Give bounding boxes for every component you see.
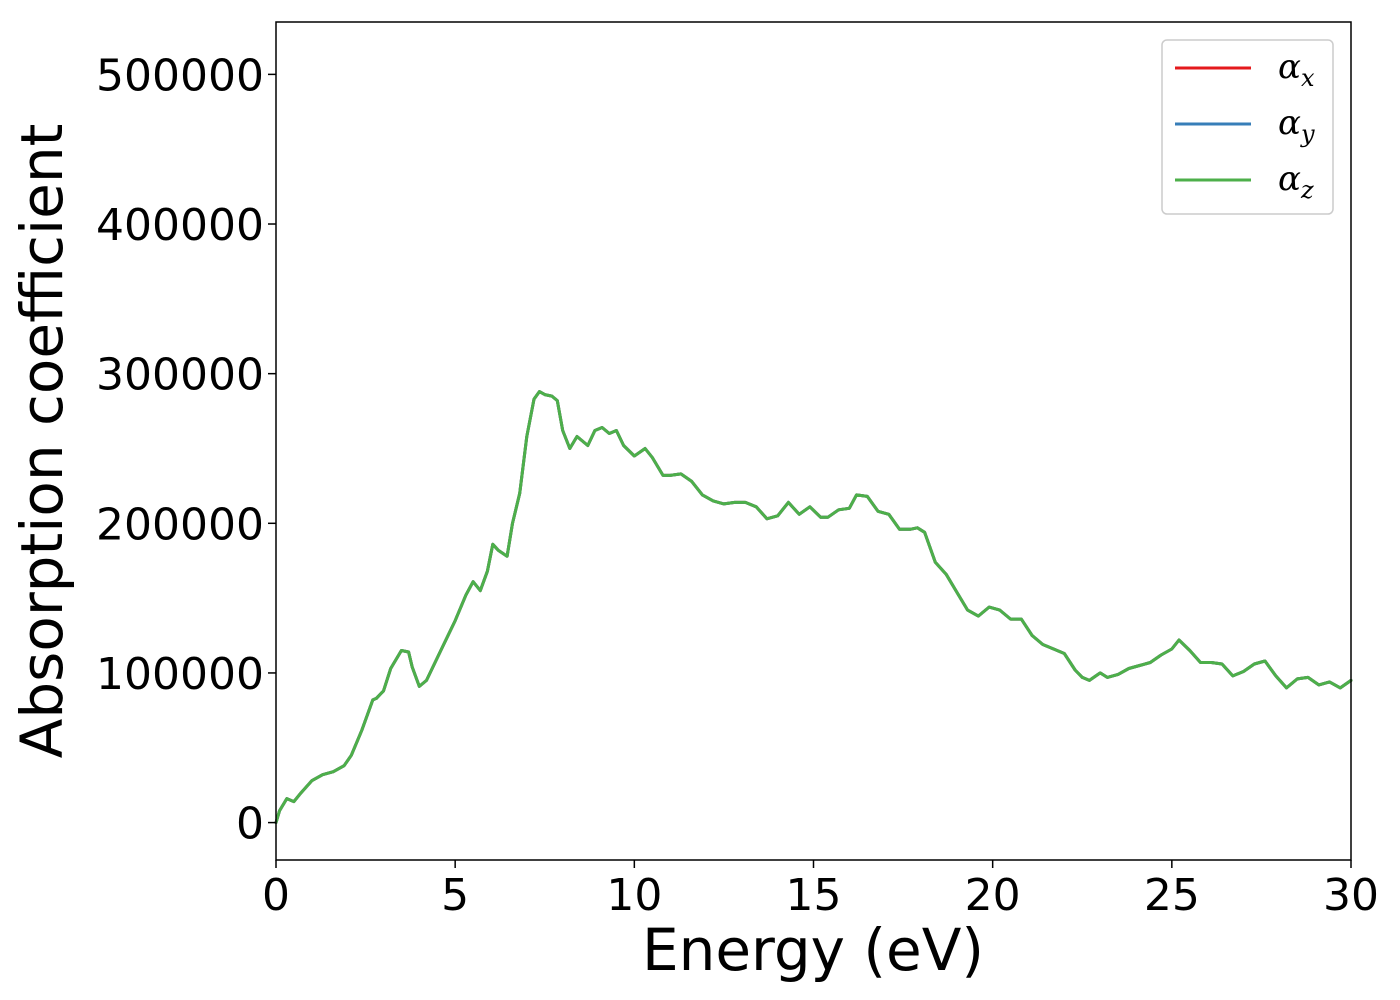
x-tick-label: 15 xyxy=(786,870,842,921)
series-line-x xyxy=(274,390,1353,825)
x-tick-label: 5 xyxy=(441,870,469,921)
y-tick-label: 100000 xyxy=(96,649,264,700)
y-tick-label: 200000 xyxy=(96,499,264,550)
legend: αx αy αz xyxy=(1161,39,1334,215)
legend-label-x: αx xyxy=(1278,47,1315,92)
series-line-y xyxy=(274,390,1353,825)
y-tick-label: 400000 xyxy=(96,200,264,251)
x-tick-label: 10 xyxy=(606,870,662,921)
series-lines xyxy=(274,390,1353,825)
x-tick-label: 30 xyxy=(1323,870,1379,921)
legend-items: αx αy αz xyxy=(1175,47,1315,204)
x-tick-label: 0 xyxy=(262,870,290,921)
y-axis-title: Absorption coefficient xyxy=(8,124,76,759)
y-tick-label: 300000 xyxy=(96,350,264,401)
legend-label-z: αz xyxy=(1278,159,1314,204)
y-tick-label: 0 xyxy=(236,799,264,850)
y-axis: 0 100000 200000 300000 400000 500000 xyxy=(96,50,276,850)
x-axis: 0 5 10 15 20 25 30 xyxy=(262,860,1379,921)
legend-box xyxy=(1161,39,1334,215)
x-tick-label: 25 xyxy=(1144,870,1200,921)
x-axis-title: Energy (eV) xyxy=(642,916,984,984)
series-line-z xyxy=(274,390,1353,825)
legend-label-y: αy xyxy=(1278,103,1315,148)
y-tick-label: 500000 xyxy=(96,50,264,101)
x-tick-label: 20 xyxy=(965,870,1021,921)
